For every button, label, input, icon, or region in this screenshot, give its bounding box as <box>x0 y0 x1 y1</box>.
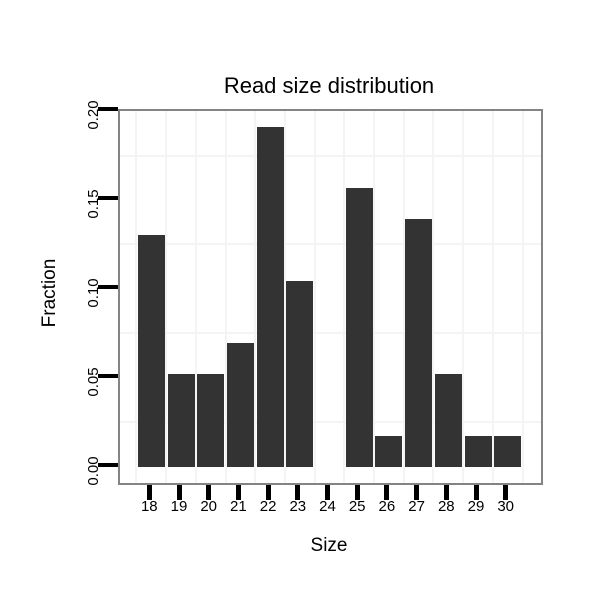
y-axis-title: Fraction <box>39 258 60 328</box>
x-axis-title: Size <box>310 535 348 556</box>
bar <box>197 373 225 467</box>
x-axis-tick <box>265 485 271 500</box>
bar <box>405 219 433 467</box>
y-axis-tick-label: 0.00 <box>85 456 102 486</box>
x-axis-tick-label: 29 <box>467 498 485 515</box>
x-axis-tick-label: 18 <box>140 498 158 515</box>
bar <box>226 342 254 467</box>
y-axis-tick-label: 0.05 <box>85 367 102 397</box>
minor-gridline-horizontal <box>120 421 541 424</box>
y-axis-tick <box>98 462 118 467</box>
x-axis-tick <box>235 485 241 500</box>
x-axis-tick <box>414 485 420 500</box>
x-axis-tick <box>443 485 449 500</box>
minor-gridline-vertical <box>254 111 257 483</box>
x-axis-tick-label: 21 <box>230 498 247 515</box>
minor-gridline-vertical <box>373 111 376 483</box>
x-axis-tick-label: 23 <box>289 498 307 515</box>
minor-gridline-vertical <box>165 111 168 483</box>
x-axis-tick-label: 25 <box>348 498 366 515</box>
minor-gridline-vertical <box>313 111 316 483</box>
y-axis-tick <box>98 373 118 378</box>
y-axis-tick <box>98 196 118 200</box>
minor-gridline-horizontal <box>120 243 541 246</box>
y-axis-tick <box>98 284 118 289</box>
minor-gridline-horizontal <box>120 154 541 157</box>
x-axis-tick <box>503 485 509 500</box>
x-axis-tick-label: 19 <box>170 498 188 515</box>
plot-panel <box>118 109 543 485</box>
x-axis-tick <box>146 485 152 500</box>
bar <box>256 126 284 467</box>
x-axis-tick <box>384 485 390 500</box>
y-axis-tick <box>98 107 118 112</box>
minor-gridline-vertical <box>462 111 465 483</box>
x-axis-tick-label: 20 <box>200 498 218 515</box>
minor-gridline-vertical <box>135 111 138 483</box>
minor-gridline-horizontal <box>120 332 541 335</box>
bar <box>494 435 522 467</box>
bar <box>464 435 492 467</box>
minor-gridline-vertical <box>194 111 197 483</box>
y-axis-tick-label: 0.20 <box>85 100 102 130</box>
x-axis-tick-label: 22 <box>259 498 277 515</box>
minor-gridline-vertical <box>343 111 346 483</box>
minor-gridline-vertical <box>402 111 405 483</box>
bar <box>345 188 373 467</box>
x-axis-tick <box>206 485 212 500</box>
x-axis-tick <box>295 485 301 500</box>
y-axis-tick-label: 0.10 <box>85 278 102 308</box>
x-axis-tick-label: 24 <box>319 498 336 515</box>
x-axis-tick-label: 28 <box>437 498 455 515</box>
bar <box>375 435 403 467</box>
minor-gridline-vertical <box>283 111 286 483</box>
bar <box>137 234 165 467</box>
x-axis-tick <box>176 485 182 500</box>
x-axis-tick-label: 27 <box>408 498 425 515</box>
x-axis-tick <box>473 485 479 500</box>
minor-gridline-vertical <box>521 111 524 483</box>
bar <box>286 281 314 467</box>
x-axis-tick <box>354 485 360 500</box>
bar <box>167 373 195 467</box>
minor-gridline-vertical <box>224 111 227 483</box>
x-axis-tick-label: 26 <box>378 498 396 515</box>
bar <box>434 373 462 467</box>
x-axis-tick-label: 30 <box>497 498 515 515</box>
minor-gridline-vertical <box>432 111 435 483</box>
y-axis-tick-label: 0.15 <box>85 189 102 219</box>
chart-title: Read size distribution <box>223 73 435 98</box>
minor-gridline-vertical <box>491 111 494 483</box>
x-axis-tick <box>325 485 330 500</box>
